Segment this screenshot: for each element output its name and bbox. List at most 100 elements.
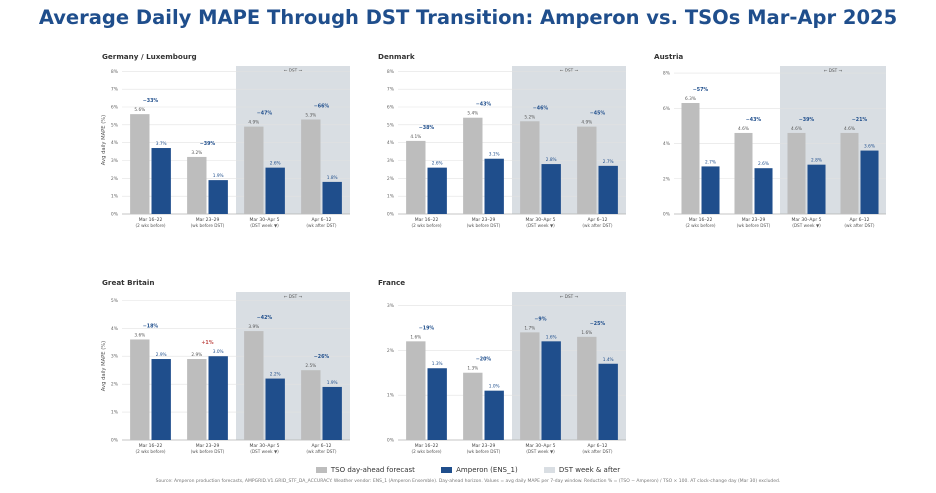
reduction-label: −39% [799,117,815,123]
x-tick-label: Mar 16–22 [139,217,163,223]
reduction-label: +1% [201,340,213,346]
chart-svg: ← DST → Germany / Luxembourg 0% 1% 2% 3% 4% 5% 6… [101,52,350,228]
bar-label-amperon: 2.9% [156,352,167,358]
reduction-label: −33% [143,98,159,104]
y-tick-label: 2% [663,176,671,182]
bar-label-amperon: 1.9% [213,173,224,179]
y-tick-label: 8% [663,71,671,77]
bar-tso [463,117,483,214]
y-tick-label: 3% [111,158,119,164]
bar-label-amperon: 2.6% [758,161,769,167]
y-tick-label: 0% [663,212,671,218]
reduction-label: −46% [533,105,549,111]
bar-tso [130,339,150,440]
bar-amperon [484,158,504,214]
bar-tso [520,332,540,440]
bar-amperon [860,150,879,214]
y-tick-label: 7% [387,87,395,93]
x-tick-sublabel: (2 wks before) [411,223,441,228]
y-tick-label: 6% [387,105,395,111]
y-tick-label: 4% [111,140,119,146]
reduction-label: −43% [746,117,762,123]
chart-svg: ← DST → France 0% 1% 2% 3% 1.6% 1.3% −19% Mar 16–… [378,278,626,454]
bar-label-amperon: 1.3% [432,361,443,367]
x-tick-sublabel: (wk after DST) [582,223,612,228]
bar-label-tso: 2.5% [305,363,316,369]
bar-label-tso: 4.1% [410,134,421,140]
bar-label-tso: 5.4% [467,111,478,117]
y-tick-label: 1% [111,194,119,200]
bar-tso [463,372,483,440]
x-tick-label: Mar 16–22 [689,217,713,223]
y-tick-label: 4% [387,140,395,146]
y-tick-label: 6% [663,106,671,112]
x-tick-label: Mar 30–Apr 5 [792,217,822,223]
bar-label-tso: 1.7% [524,325,535,331]
bar-amperon [208,180,228,214]
bar-label-tso: 1.6% [410,334,421,340]
dst-band-label: ← DST → [560,68,579,73]
x-tick-sublabel: (wk before DST) [191,223,225,228]
reduction-label: −9% [534,316,546,322]
y-tick-label: 1% [387,194,395,200]
legend-swatch-dst [543,467,555,473]
bar-amperon [541,164,561,214]
bar-label-tso: 4.9% [581,120,592,126]
x-tick-sublabel: (DST week ▼) [526,223,555,228]
reduction-label: −18% [143,323,159,329]
y-tick-label: 0% [387,438,395,444]
x-tick-label: Mar 23–29 [472,217,496,223]
x-tick-sublabel: (wk after DST) [306,223,336,228]
bar-label-amperon: 3.7% [156,141,167,147]
bar-label-tso: 4.6% [844,126,855,132]
x-tick-label: Mar 30–Apr 5 [526,443,556,449]
y-tick-label: 6% [111,105,119,111]
x-tick-sublabel: (DST week ▼) [526,449,555,454]
bar-label-tso: 1.6% [581,330,592,336]
bar-amperon [427,368,447,440]
bar-label-tso: 3.2% [191,150,202,156]
x-tick-sublabel: (DST week ▼) [250,223,279,228]
y-tick-label: 3% [111,354,119,360]
x-tick-sublabel: (wk after DST) [306,449,336,454]
reduction-label: −43% [476,102,492,108]
bar-tso [734,132,753,214]
page-title: Average Daily MAPE Through DST Transitio… [38,6,898,29]
legend-item-tso: TSO day-ahead forecast [315,466,415,474]
y-tick-label: 0% [387,212,395,218]
x-tick-label: Mar 23–29 [196,217,220,223]
y-axis-label: Avg daily MAPE (%) [101,341,107,391]
x-tick-label: Apr 6–12 [311,217,331,223]
bar-label-amperon: 2.7% [705,159,716,165]
y-tick-label: 8% [111,69,119,75]
y-tick-label: 8% [387,69,395,75]
x-tick-label: Mar 16–22 [415,217,439,223]
reduction-label: −66% [314,103,330,109]
reduction-label: −42% [257,315,273,321]
bar-label-tso: 5.2% [524,114,535,120]
bar-amperon [754,168,773,214]
x-tick-sublabel: (wk after DST) [582,449,612,454]
chart-svg: ← DST → Great Britain 0% 1% 2% 3% 4% 5% Avg dail… [101,278,350,454]
bar-amperon [208,356,228,440]
source-note: Source: Amperon production forecasts, AM… [155,479,781,484]
y-tick-label: 2% [387,176,395,182]
chart-title: Austria [654,52,683,61]
reduction-label: −21% [852,117,868,123]
bar-label-tso: 2.9% [191,352,202,358]
bar-tso [406,140,426,214]
chart-france: ← DST → France 0% 1% 2% 3% 1.6% 1.3% −19% Mar 16–… [372,274,632,466]
bar-label-amperon: 2.8% [546,157,557,163]
bar-amperon [151,148,171,214]
y-tick-label: 2% [387,348,395,354]
reduction-label: −38% [419,125,435,131]
chart-title: Germany / Luxembourg [102,52,197,61]
bar-label-amperon: 2.8% [811,158,822,164]
bar-label-amperon: 3.6% [864,144,875,150]
x-tick-sublabel: (wk before DST) [467,449,501,454]
bar-tso [787,132,806,214]
legend-item-dst: DST week & after [543,466,620,474]
bar-label-tso: 3.9% [248,324,259,330]
reduction-label: −20% [476,357,492,363]
legend-item-amperon: Amperon (ENS_1) [441,466,518,474]
